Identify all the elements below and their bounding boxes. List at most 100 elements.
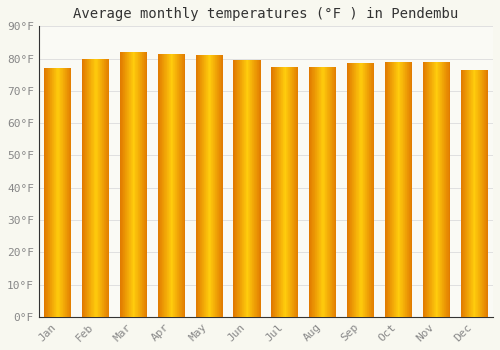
Bar [389, 62, 390, 317]
Bar [84, 58, 86, 317]
Bar [394, 62, 395, 317]
Bar [479, 70, 480, 317]
Bar [466, 70, 468, 317]
Bar [329, 66, 330, 317]
Bar [362, 63, 364, 317]
Bar [359, 63, 360, 317]
Bar [94, 58, 95, 317]
Bar [361, 63, 362, 317]
Bar [234, 60, 236, 317]
Bar [322, 66, 324, 317]
Bar [472, 70, 473, 317]
Bar [473, 70, 474, 317]
Bar [271, 66, 272, 317]
Bar [395, 62, 396, 317]
Bar [310, 66, 311, 317]
Bar [276, 66, 278, 317]
Bar [252, 60, 253, 317]
Bar [448, 62, 449, 317]
Bar [120, 52, 121, 317]
Bar [249, 60, 250, 317]
Bar [294, 66, 295, 317]
Bar [222, 55, 223, 317]
Bar [121, 52, 122, 317]
Bar [44, 68, 45, 317]
Bar [360, 63, 361, 317]
Bar [352, 63, 353, 317]
Bar [178, 54, 179, 317]
Bar [475, 70, 476, 317]
Bar [89, 58, 90, 317]
Bar [272, 66, 274, 317]
Bar [357, 63, 358, 317]
Bar [200, 55, 201, 317]
Bar [238, 60, 239, 317]
Bar [477, 70, 478, 317]
Bar [158, 54, 159, 317]
Bar [82, 58, 84, 317]
Bar [387, 62, 388, 317]
Bar [236, 60, 237, 317]
Bar [391, 62, 392, 317]
Bar [358, 63, 359, 317]
Bar [56, 68, 57, 317]
Bar [254, 60, 255, 317]
Bar [468, 70, 469, 317]
Bar [274, 66, 276, 317]
Bar [461, 70, 462, 317]
Bar [485, 70, 486, 317]
Bar [410, 62, 412, 317]
Bar [400, 62, 401, 317]
Bar [355, 63, 356, 317]
Bar [291, 66, 292, 317]
Bar [212, 55, 213, 317]
Bar [349, 63, 350, 317]
Bar [482, 70, 483, 317]
Bar [50, 68, 51, 317]
Bar [163, 54, 164, 317]
Bar [68, 68, 70, 317]
Bar [332, 66, 333, 317]
Bar [386, 62, 387, 317]
Bar [255, 60, 256, 317]
Bar [478, 70, 479, 317]
Bar [437, 62, 438, 317]
Bar [101, 58, 102, 317]
Bar [214, 55, 216, 317]
Bar [86, 58, 88, 317]
Bar [353, 63, 354, 317]
Bar [159, 54, 160, 317]
Bar [183, 54, 184, 317]
Bar [440, 62, 441, 317]
Bar [404, 62, 405, 317]
Bar [288, 66, 289, 317]
Bar [145, 52, 146, 317]
Bar [108, 58, 109, 317]
Bar [289, 66, 290, 317]
Bar [373, 63, 374, 317]
Bar [399, 62, 400, 317]
Bar [137, 52, 138, 317]
Bar [446, 62, 447, 317]
Bar [139, 52, 140, 317]
Bar [388, 62, 389, 317]
Bar [132, 52, 133, 317]
Bar [144, 52, 145, 317]
Bar [213, 55, 214, 317]
Bar [334, 66, 335, 317]
Bar [447, 62, 448, 317]
Bar [311, 66, 312, 317]
Title: Average monthly temperatures (°F ) in Pendembu: Average monthly temperatures (°F ) in Pe… [74, 7, 458, 21]
Bar [325, 66, 326, 317]
Bar [64, 68, 65, 317]
Bar [95, 58, 96, 317]
Bar [390, 62, 391, 317]
Bar [66, 68, 68, 317]
Bar [326, 66, 327, 317]
Bar [393, 62, 394, 317]
Bar [372, 63, 373, 317]
Bar [206, 55, 207, 317]
Bar [70, 68, 72, 317]
Bar [122, 52, 123, 317]
Bar [168, 54, 170, 317]
